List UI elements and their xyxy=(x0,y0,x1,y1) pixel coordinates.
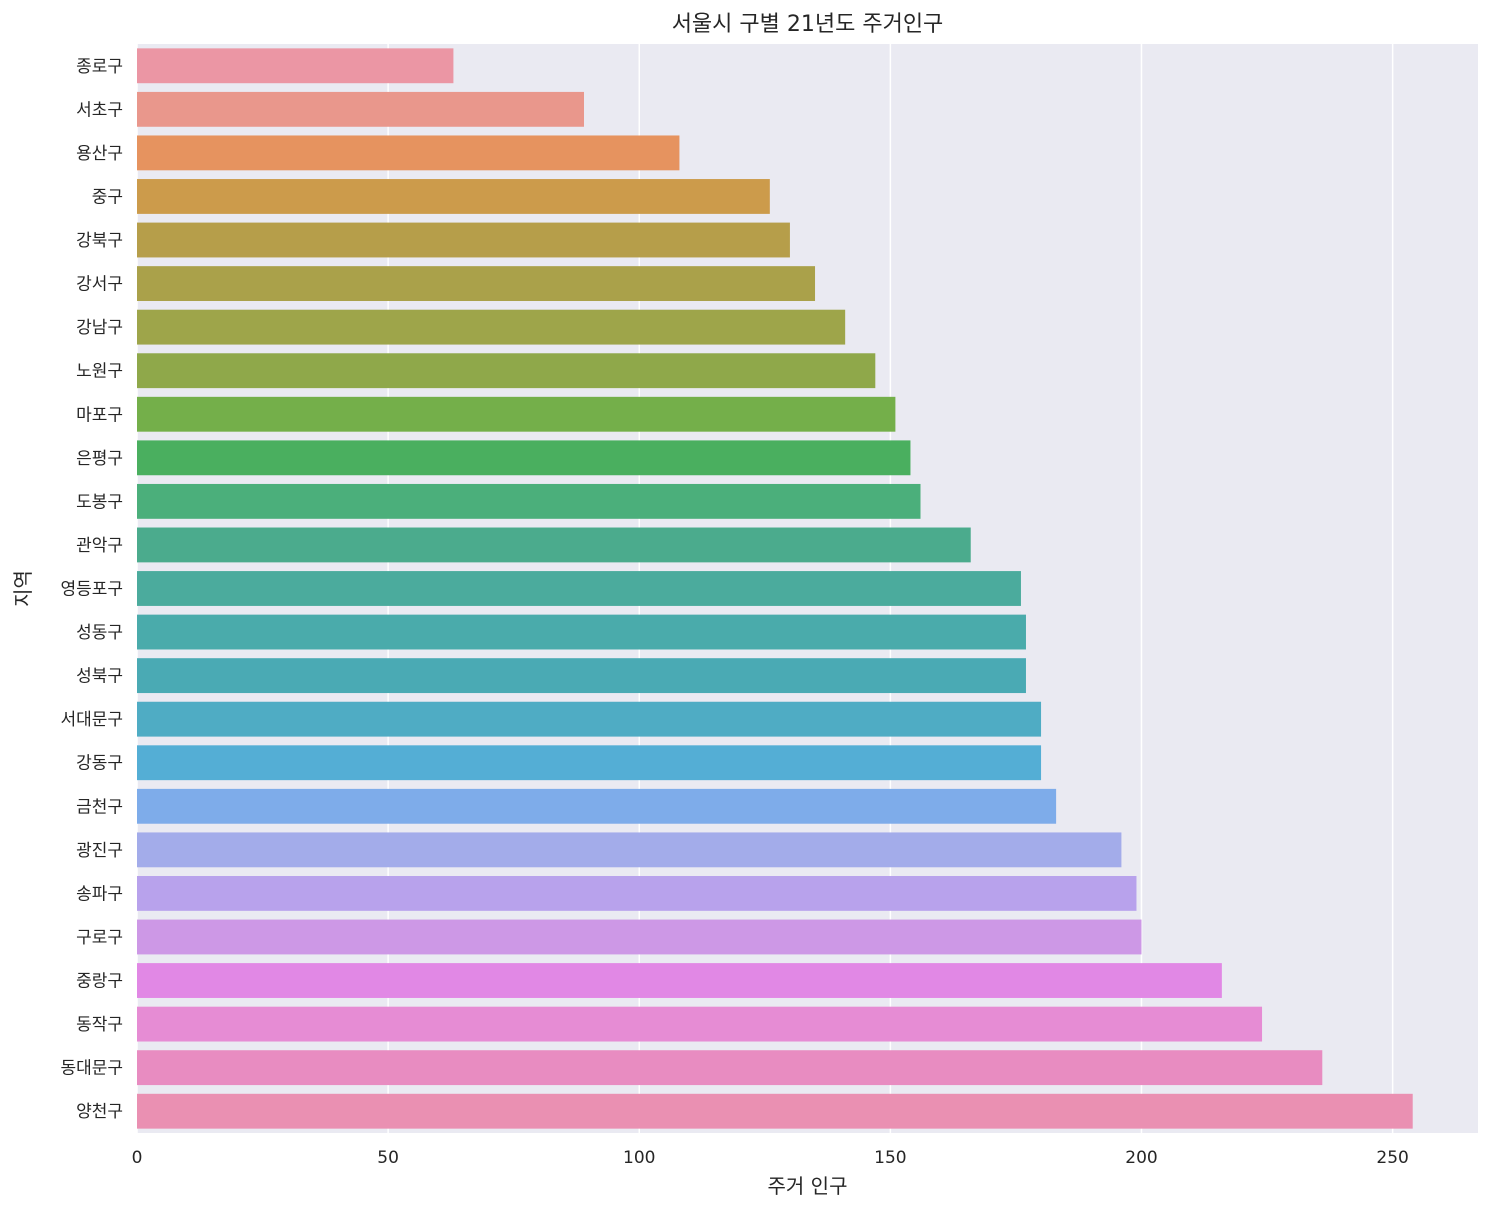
y-tick-label: 광진구 xyxy=(76,841,123,861)
y-tick-label: 강동구 xyxy=(76,754,123,774)
y-tick-label: 은평구 xyxy=(76,449,123,469)
bar xyxy=(137,963,1222,998)
bar xyxy=(137,48,454,84)
y-tick-label: 동대문구 xyxy=(60,1059,123,1079)
x-tick-labels: 0 50 100 150 200 250 xyxy=(132,1148,1409,1168)
bar xyxy=(137,440,911,476)
bar xyxy=(137,614,1026,650)
y-tick-label: 종로구 xyxy=(76,57,123,77)
bar xyxy=(137,396,896,432)
bar xyxy=(137,919,1142,955)
y-tick-label: 금천구 xyxy=(76,797,123,817)
y-tick-label: 관악구 xyxy=(76,536,123,556)
bar xyxy=(137,91,584,127)
bar xyxy=(137,658,1026,694)
bar xyxy=(137,788,1057,824)
y-tick-label: 강서구 xyxy=(76,275,123,295)
bar xyxy=(137,745,1042,781)
bars xyxy=(137,48,1413,1129)
y-tick-label: 강북구 xyxy=(76,231,123,251)
bar xyxy=(137,1050,1323,1086)
y-tick-label: 용산구 xyxy=(76,144,123,164)
y-tick-label: 노원구 xyxy=(76,362,123,382)
bar xyxy=(137,222,790,258)
x-tick-label: 200 xyxy=(1125,1148,1157,1168)
y-tick-label: 송파구 xyxy=(76,884,123,904)
y-tick-label: 서초구 xyxy=(76,100,123,120)
x-tick-label: 0 xyxy=(132,1148,143,1168)
y-tick-label: 성동구 xyxy=(76,623,123,643)
chart-title: 서울시 구별 21년도 주거인구 xyxy=(672,12,944,37)
bar xyxy=(137,875,1137,911)
bar xyxy=(137,571,1021,606)
bar xyxy=(137,309,846,345)
bar xyxy=(137,266,816,302)
y-tick-label: 구로구 xyxy=(76,928,123,948)
y-tick-label: 마포구 xyxy=(76,405,123,425)
y-tick-label: 중랑구 xyxy=(76,972,123,992)
bar xyxy=(137,832,1122,868)
bar xyxy=(137,179,770,214)
y-tick-label: 양천구 xyxy=(76,1102,123,1122)
x-axis-title: 주거 인구 xyxy=(768,1174,848,1198)
y-axis-title: 지역 xyxy=(11,570,35,607)
y-tick-label: 중구 xyxy=(92,187,123,207)
y-tick-label: 동작구 xyxy=(76,1015,123,1035)
bar xyxy=(137,701,1042,737)
y-tick-label: 강남구 xyxy=(76,318,123,338)
bar xyxy=(137,1093,1413,1129)
x-tick-label: 50 xyxy=(377,1148,399,1168)
x-tick-label: 100 xyxy=(623,1148,655,1168)
y-tick-label: 성북구 xyxy=(76,667,123,687)
y-tick-labels: 종로구서초구용산구중구강북구강서구강남구노원구마포구은평구도봉구관악구영등포구성… xyxy=(60,57,123,1122)
y-tick-label: 영등포구 xyxy=(60,580,123,600)
bar xyxy=(137,527,971,563)
bar xyxy=(137,135,680,171)
y-tick-label: 서대문구 xyxy=(60,710,123,730)
y-tick-label: 도봉구 xyxy=(76,492,123,512)
bar xyxy=(137,483,921,519)
x-tick-label: 150 xyxy=(874,1148,906,1168)
x-tick-label: 250 xyxy=(1376,1148,1408,1168)
bar xyxy=(137,1006,1263,1042)
bar xyxy=(137,353,876,389)
